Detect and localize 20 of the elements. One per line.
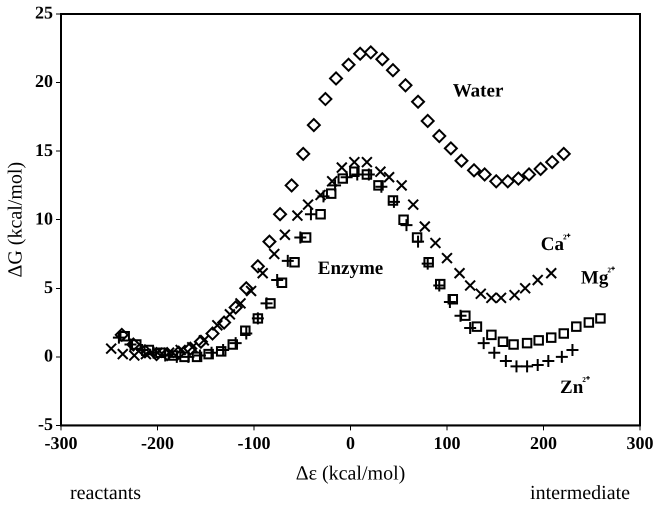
y-tick-label: 10 (35, 208, 53, 228)
y-axis-title: ΔG (kcal/mol) (4, 162, 26, 278)
x-tick-label: -300 (44, 432, 78, 453)
y-tick-label: 25 (35, 2, 53, 23)
y-tick-label: 15 (35, 140, 53, 160)
y-tick-label: 5 (44, 276, 53, 297)
x-tick-label: -200 (141, 432, 174, 453)
x-tick-label: 200 (530, 432, 557, 453)
x-tick-label: -100 (238, 432, 270, 453)
x-axis-title: Δε (kcal/mol) (296, 462, 406, 484)
y-tick-label: -5 (38, 414, 53, 434)
x-tick-label: 300 (626, 432, 654, 453)
text: intermediate (530, 482, 630, 505)
x-tick-label: 0 (346, 432, 355, 453)
y-tick-label: 20 (35, 71, 53, 92)
x-tick-label: 100 (434, 432, 460, 453)
y-tick-label: 0 (44, 345, 53, 366)
text: reactants (70, 482, 142, 505)
annotation: Enzyme (318, 258, 384, 279)
series-label: Water (452, 80, 504, 102)
